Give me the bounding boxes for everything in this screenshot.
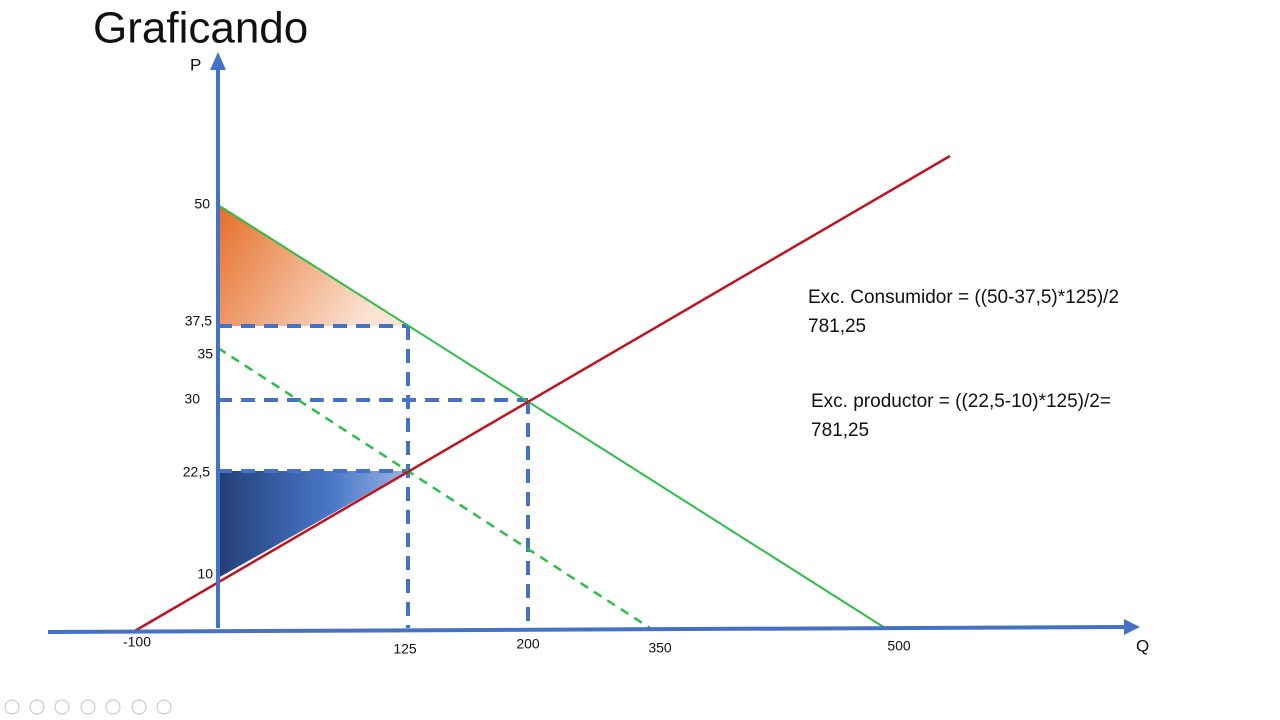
guide-lines	[218, 324, 530, 628]
y-arrow	[210, 52, 226, 70]
producer-surplus	[218, 471, 408, 578]
annotation: Exc. Consumidor = ((50-37,5)*125)/2	[808, 287, 1119, 308]
x-tick-label: 125	[393, 641, 417, 657]
x-tick-label: 200	[516, 636, 540, 652]
annotation: Exc. productor = ((22,5-10)*125)/2=	[811, 391, 1111, 412]
x-tick-label: 500	[887, 638, 911, 654]
x-tick-label: 350	[648, 640, 672, 656]
y-tick-label: 10	[197, 566, 213, 582]
x-axis-label: Q	[1136, 636, 1149, 655]
y-tick-label: 37,5	[185, 313, 212, 329]
x-arrow	[1124, 619, 1140, 635]
shifted-demand	[217, 346, 651, 630]
annotation: 781,25	[811, 420, 869, 441]
annotation: 781,25	[808, 316, 866, 337]
y-tick-label: 35	[197, 346, 213, 362]
x-axis	[47, 625, 1127, 634]
supply-line	[132, 154, 951, 634]
y-tick-label: 22,5	[183, 464, 210, 480]
y-axis-label: P	[190, 55, 201, 74]
y-tick-label: 50	[194, 196, 210, 212]
y-tick-label: 30	[184, 391, 200, 407]
demand-line	[217, 204, 886, 629]
slide-controls[interactable]	[4, 699, 172, 715]
x-tick-label: -100	[123, 634, 151, 650]
title: Graficando	[93, 4, 308, 53]
